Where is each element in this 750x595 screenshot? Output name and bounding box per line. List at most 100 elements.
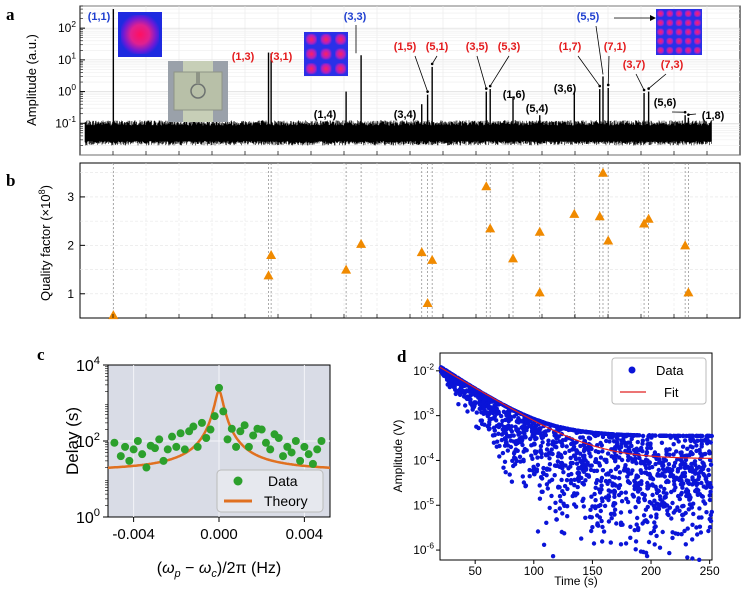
amp-point <box>513 447 519 452</box>
amp-point <box>617 446 622 451</box>
panel-a-mode-labels: (1,1) (1,3) (3,1) (1,4) (3,3) (3,4) (1,5) (5,1)… <box>88 11 725 122</box>
amp-point <box>658 460 663 465</box>
amp-point <box>682 528 687 534</box>
amp-point <box>605 451 611 456</box>
amp-point <box>666 462 672 467</box>
amp-point <box>559 455 564 460</box>
amp-point <box>647 471 652 477</box>
amp-point <box>681 503 686 509</box>
amp-point <box>619 441 624 447</box>
q-point <box>356 238 367 248</box>
amp-point <box>518 459 523 464</box>
amp-point <box>628 432 634 438</box>
amp-point <box>685 555 690 560</box>
amp-point <box>560 425 565 430</box>
amp-point <box>707 451 712 456</box>
amp-point <box>694 443 699 448</box>
amp-point <box>475 393 480 398</box>
amp-point <box>618 510 624 515</box>
amp-point <box>648 441 653 446</box>
amp-point <box>580 461 585 466</box>
amp-point <box>598 508 603 514</box>
amp-point <box>640 491 645 496</box>
amp-point <box>618 522 624 527</box>
panel-d: d 50 100 150 200 250 10-2 10-3 10-4 10-5 10-6 Amp… <box>391 347 720 588</box>
amp-point <box>688 444 693 449</box>
amp-point <box>699 515 704 520</box>
amp-point <box>616 485 621 491</box>
amp-point <box>553 509 558 514</box>
amp-point <box>520 474 525 479</box>
amp-point <box>679 490 684 496</box>
amp-point <box>569 441 574 447</box>
amp-point <box>463 403 468 408</box>
amp-point <box>535 462 541 468</box>
amp-point <box>701 499 706 504</box>
amp-point <box>540 440 545 445</box>
amp-point <box>640 438 645 443</box>
panel-c-ticks: -0.004 0.000 0.004 104 102 100 <box>76 355 323 543</box>
mode-label-(3,4): (3,4) <box>394 109 417 121</box>
amp-point <box>688 433 694 439</box>
amp-point <box>509 479 515 484</box>
panel-d-fit-curve <box>439 366 712 459</box>
amp-point <box>516 432 521 437</box>
amp-point <box>509 429 515 434</box>
inset-mode-1-1 <box>118 12 162 57</box>
amp-point <box>677 433 682 439</box>
delay-point <box>150 444 159 453</box>
amp-point <box>508 444 514 450</box>
mode-label-(7,3): (7,3) <box>661 59 684 71</box>
amp-point <box>643 463 648 468</box>
panel-a-peaks <box>112 9 690 131</box>
amp-point <box>457 392 463 397</box>
panel-c-ylabel: Delay (s) <box>63 407 82 475</box>
amp-point <box>691 511 696 517</box>
inset-cell <box>666 10 674 18</box>
amp-point <box>568 455 573 461</box>
amp-point <box>693 462 698 467</box>
amp-point <box>497 443 502 449</box>
amp-point <box>695 532 700 537</box>
delay-point <box>180 445 189 454</box>
amp-point <box>539 489 544 494</box>
amp-point <box>560 442 565 448</box>
amp-point <box>503 470 508 475</box>
amp-point <box>632 528 637 533</box>
amp-point <box>698 451 703 456</box>
amp-point <box>638 461 644 466</box>
amp-point <box>663 469 668 474</box>
amp-point <box>698 469 703 474</box>
delay-point <box>206 425 215 434</box>
amp-point <box>535 455 540 460</box>
delay-point <box>193 442 202 451</box>
amp-point <box>589 446 594 452</box>
amp-point <box>693 471 698 476</box>
amp-point <box>461 390 466 395</box>
amp-point <box>608 511 614 517</box>
amp-point <box>645 504 650 510</box>
amp-point <box>617 470 623 475</box>
amp-point <box>643 518 649 523</box>
amp-point <box>598 455 604 460</box>
mode-label-(5,5): (5,5) <box>577 11 600 23</box>
amp-point <box>612 507 618 512</box>
legend-data-marker <box>233 476 243 486</box>
amp-point <box>503 431 509 436</box>
amp-point <box>619 499 625 504</box>
amp-point <box>689 465 694 470</box>
mode-label-(1,3): (1,3) <box>232 51 255 63</box>
amp-point <box>580 480 585 486</box>
amp-point <box>684 478 689 483</box>
mode-label-(7,1): (7,1) <box>604 41 627 53</box>
y-tick-label: 10-6 <box>413 541 434 557</box>
amp-point <box>611 439 617 444</box>
amp-point <box>537 483 542 488</box>
mode-label-(3,7): (3,7) <box>623 59 646 71</box>
amp-point <box>673 508 678 513</box>
amp-point <box>679 532 684 537</box>
amp-point <box>690 537 695 542</box>
panel-label-a: a <box>6 5 15 24</box>
delay-point <box>110 438 119 447</box>
amp-point <box>581 454 586 459</box>
